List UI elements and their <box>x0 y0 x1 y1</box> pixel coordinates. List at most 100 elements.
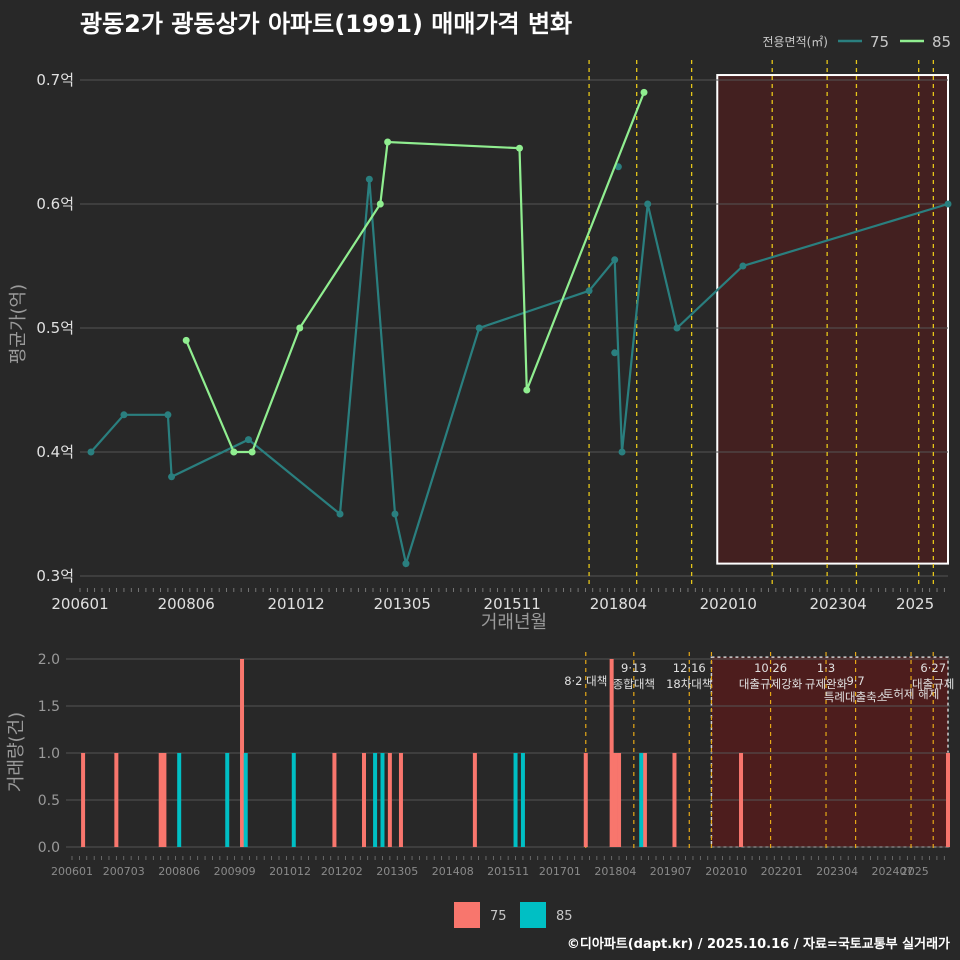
bar-75 <box>114 753 119 847</box>
data-point-85 <box>384 138 392 146</box>
x-tick-label: 201907 <box>650 865 692 878</box>
bar-75 <box>387 753 392 847</box>
x-tick-label: 202407 <box>872 865 914 878</box>
highlight-box <box>710 656 949 848</box>
y-axis-title: 평균가(억) <box>8 284 29 364</box>
x-tick-label: 201305 <box>374 595 431 613</box>
y-tick-label: 0.6억 <box>36 195 74 213</box>
policy-label: 대출규제 <box>912 677 954 691</box>
x-tick-label: 202304 <box>809 595 866 613</box>
bar-85 <box>639 753 644 847</box>
y-tick-label: 0.0 <box>38 840 60 856</box>
legend-swatch-75 <box>454 902 480 928</box>
bar-75 <box>162 753 167 847</box>
policy-label: 9·13 <box>621 661 647 675</box>
bar-85 <box>380 753 385 847</box>
data-point-75 <box>168 473 176 481</box>
policy-label: 규제완화 <box>805 677 848 691</box>
policy-label: 10·26 <box>754 661 787 675</box>
data-point-75 <box>475 324 483 332</box>
x-tick-label: 201804 <box>594 865 636 878</box>
data-point-75 <box>120 411 128 419</box>
data-point-75 <box>402 560 410 568</box>
legend-title: 전용면적(㎡) <box>762 35 828 49</box>
data-point-75 <box>739 262 747 270</box>
x-tick-label: 2025 <box>896 595 934 613</box>
x-tick-label: 200601 <box>51 595 108 613</box>
bar-85 <box>513 753 518 847</box>
x-tick-label: 201202 <box>321 865 363 878</box>
x-tick-label: 200806 <box>158 865 200 878</box>
y-tick-label: 0.5억 <box>36 319 74 337</box>
x-tick-label: 200806 <box>158 595 215 613</box>
data-point-85 <box>248 448 256 456</box>
bar-85 <box>520 753 525 847</box>
bar-75 <box>362 753 366 847</box>
x-tick-label: 201408 <box>432 865 474 878</box>
bar-75 <box>332 753 337 847</box>
bar-75 <box>398 753 403 847</box>
data-point-75 <box>585 287 593 295</box>
data-point-85 <box>523 386 531 394</box>
legend-swatch-85 <box>520 902 546 928</box>
data-point-75 <box>244 436 252 444</box>
data-point-75 <box>944 200 952 208</box>
bar-75 <box>672 753 677 847</box>
y-tick-label: 0.4억 <box>36 443 74 461</box>
y-tick-label: 0.5 <box>38 793 60 809</box>
policy-label: 특례대출축소 <box>824 690 887 704</box>
data-point-75 <box>673 324 681 332</box>
data-point-75 <box>336 510 344 518</box>
x-tick-label: 201804 <box>590 595 647 613</box>
x-tick-label: 201012 <box>269 865 311 878</box>
x-axis-title: 거래년월 <box>481 612 547 633</box>
bar-75 <box>617 753 622 847</box>
data-point-85 <box>640 88 648 96</box>
data-point-75 <box>611 349 619 357</box>
data-point-75 <box>614 163 622 171</box>
legend-label-85: 85 <box>556 909 573 924</box>
bar-75 <box>642 753 647 847</box>
data-point-75 <box>391 510 399 518</box>
data-point-85 <box>515 144 523 152</box>
bar-75 <box>472 753 477 847</box>
policy-label: 대출규제강화 <box>739 677 803 691</box>
footer-credit: ©디아파트(dapt.kr) / 2025.10.16 / 자료=국토교통부 실… <box>566 937 950 952</box>
bar-85 <box>373 753 378 847</box>
data-point-75 <box>164 411 172 419</box>
policy-label: 9·7 <box>846 674 864 688</box>
y-tick-label: 0.3억 <box>36 567 74 585</box>
data-point-85 <box>230 448 238 456</box>
data-point-85 <box>296 324 304 332</box>
policy-label: 종합대책 <box>613 677 655 691</box>
y-axis-title: 거래량(건) <box>6 712 27 792</box>
y-tick-label: 1.0 <box>38 746 60 762</box>
x-tick-label: 202304 <box>816 865 858 878</box>
x-tick-label: 200909 <box>214 865 256 878</box>
bar-75 <box>739 753 744 847</box>
bar-85 <box>291 753 296 847</box>
bar-75 <box>158 753 163 847</box>
data-point-75 <box>87 448 95 456</box>
bar-75 <box>609 659 614 847</box>
x-tick-label: 200703 <box>103 865 145 878</box>
bar-75 <box>946 753 950 847</box>
data-point-75 <box>644 200 652 208</box>
x-tick-label: 202010 <box>700 595 757 613</box>
data-point-85 <box>182 336 190 344</box>
price-chart: 0.3억 0.4억 0.5억 0.6억 0.7억 200601 200806 201012 20… <box>8 33 952 633</box>
data-point-85 <box>376 200 384 208</box>
x-tick-label: 201701 <box>539 865 581 878</box>
data-point-75 <box>618 448 626 456</box>
legend-label-85: 85 <box>932 33 951 51</box>
highlight-box <box>716 74 949 565</box>
legend-label-75: 75 <box>870 33 889 51</box>
bar-85 <box>177 753 182 847</box>
bar-85 <box>225 753 230 847</box>
x-tick-label: 202201 <box>761 865 803 878</box>
policy-label: 토허제 해제 <box>883 687 940 701</box>
data-point-75 <box>365 175 373 183</box>
policy-label: 6·27 <box>920 661 946 675</box>
x-tick-label: 202010 <box>705 865 747 878</box>
bar-75 <box>613 753 618 847</box>
